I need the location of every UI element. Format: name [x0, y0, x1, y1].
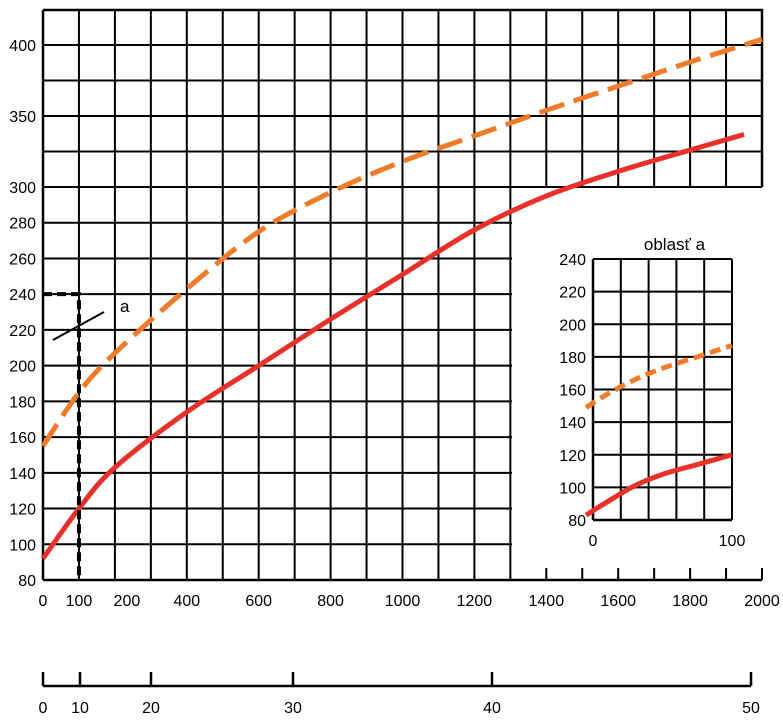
inset-y-tick-label: 120 [559, 448, 586, 465]
secondary-tick-label: 20 [142, 700, 160, 717]
x-tick-label: 1400 [529, 593, 565, 610]
y-tick-label: 200 [9, 359, 36, 376]
y-tick-label: 280 [9, 216, 36, 233]
secondary-tick-label: 30 [284, 700, 302, 717]
main-series [40, 36, 763, 561]
inset-x-tick-label: 100 [719, 533, 746, 550]
secondary-tick-label: 40 [483, 700, 501, 717]
y-tick-label: 400 [9, 38, 36, 55]
y-tick-label: 120 [9, 502, 36, 519]
inset-y-tick-label: 160 [559, 383, 586, 400]
inset-series-solid-line [584, 452, 733, 518]
annotation-label: a [120, 297, 130, 316]
inset-y-tick-label: 80 [568, 513, 586, 530]
x-tick-label: 1600 [600, 593, 636, 610]
inset-y-tick-label: 220 [559, 285, 586, 302]
inset-chart: oblasť a 80 100 120 140 160 180 200 220 240 0 100 [559, 235, 745, 550]
inset-y-tick-label: 240 [559, 252, 586, 269]
x-tick-label: 400 [173, 593, 200, 610]
y-tick-label: 100 [9, 537, 36, 554]
inset-y-tick-label: 200 [559, 317, 586, 334]
y-tick-label: 260 [9, 251, 36, 268]
series-dashed-line [40, 36, 763, 448]
inset-y-tick-label: 140 [559, 415, 586, 432]
inset-series-dashed-line [584, 343, 733, 410]
x-tick-label: 0 [39, 593, 48, 610]
x-tick-label: 800 [317, 593, 344, 610]
x-tick-label: 1000 [385, 593, 421, 610]
secondary-tick-label: 10 [71, 700, 89, 717]
x-tick-label: 200 [114, 593, 141, 610]
y-tick-label: 160 [9, 430, 36, 447]
x-tick-label: 1800 [672, 593, 708, 610]
secondary-axis: 0 10 20 30 40 50 [39, 672, 760, 717]
y-tick-label: 350 [9, 109, 36, 126]
y-tick-label: 80 [18, 573, 36, 590]
main-grid [41, 8, 764, 582]
secondary-tick-label: 50 [742, 700, 760, 717]
reading-line: a [43, 292, 130, 580]
x-tick-label: 100 [66, 593, 93, 610]
main-labels: 80 100 120 140 160 180 200 220 240 260 280 300 350 40… [9, 38, 780, 610]
inset-y-tick-label: 100 [559, 480, 586, 497]
reading-line-dashed [43, 292, 81, 580]
inset-y-tick-label: 180 [559, 350, 586, 367]
y-tick-label: 140 [9, 466, 36, 483]
secondary-tick-label: 0 [39, 700, 48, 717]
y-tick-label: 180 [9, 394, 36, 411]
frame-top [43, 8, 764, 187]
y-tick-label: 300 [9, 180, 36, 197]
y-tick-label: 220 [9, 323, 36, 340]
x-tick-label: 600 [245, 593, 272, 610]
series-solid-line [40, 132, 745, 561]
x-tick-label: 1200 [457, 593, 493, 610]
inset-title: oblasť a [644, 235, 706, 254]
annotation-pointer [52, 311, 105, 341]
inset-x-tick-label: 0 [589, 533, 598, 550]
x-tick-label: 2000 [744, 593, 780, 610]
y-tick-label: 240 [9, 287, 36, 304]
